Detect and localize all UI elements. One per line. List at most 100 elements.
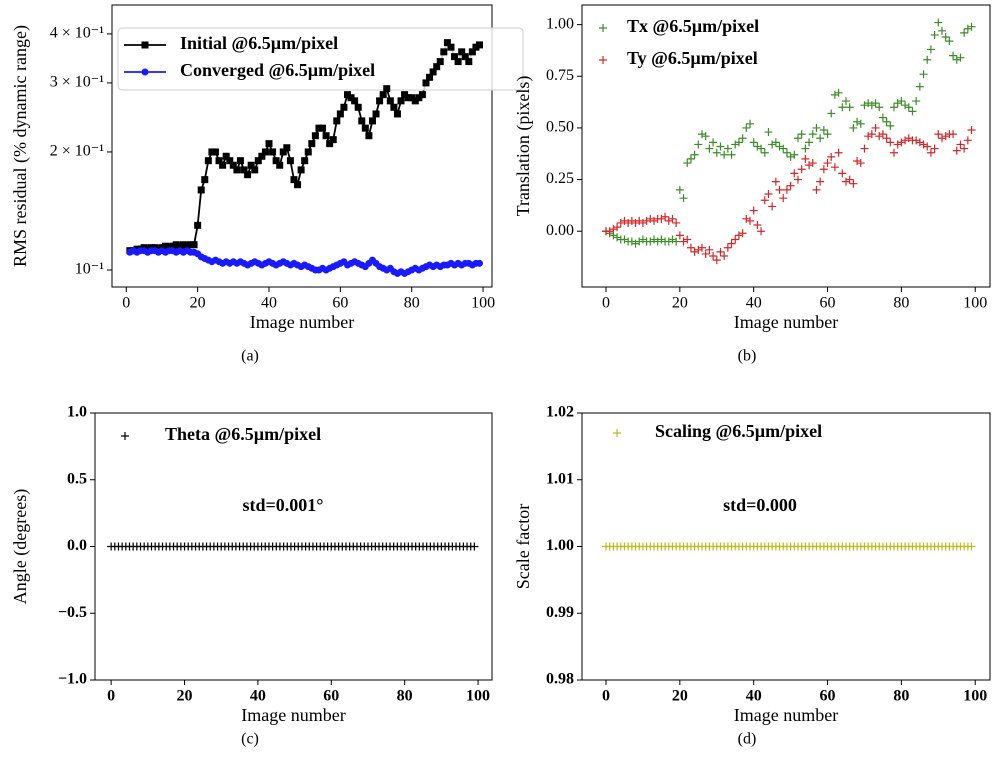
marker	[860, 144, 869, 153]
legend-frame	[117, 27, 524, 91]
y-axis-label: RMS residual (% dynamic range)	[10, 25, 31, 267]
y-tick-label: 0.50	[546, 119, 574, 136]
marker	[967, 125, 976, 134]
marker	[878, 130, 887, 139]
marker	[886, 138, 895, 147]
marker	[290, 176, 298, 184]
x-axis-label: Image number	[250, 312, 354, 332]
marker	[393, 110, 401, 118]
marker	[616, 218, 625, 227]
x-tick-label: 20	[672, 688, 688, 705]
marker	[326, 140, 334, 148]
marker	[269, 148, 277, 156]
x-tick-label: 40	[746, 295, 762, 312]
marker	[361, 124, 369, 132]
marker	[333, 117, 341, 125]
x-tick-label: 0	[122, 295, 130, 312]
marker	[343, 91, 351, 99]
marker	[967, 22, 976, 31]
y-axis-label: Angle (degrees)	[10, 489, 31, 604]
marker	[229, 161, 237, 169]
marker	[240, 166, 248, 174]
marker	[716, 142, 725, 151]
marker	[661, 212, 670, 221]
marker	[679, 237, 688, 246]
x-axis-label: Image number	[734, 312, 838, 332]
marker	[849, 123, 858, 132]
marker	[941, 132, 950, 141]
marker	[247, 161, 255, 169]
marker	[646, 214, 655, 223]
marker	[461, 53, 469, 61]
x-tick-label: 80	[404, 295, 420, 312]
y-axis-label: Scale factor	[513, 504, 533, 589]
marker	[244, 171, 252, 179]
marker	[336, 110, 344, 118]
marker	[172, 241, 180, 249]
marker	[254, 157, 262, 165]
marker	[294, 181, 302, 189]
marker	[886, 121, 895, 130]
marker	[727, 150, 736, 159]
marker	[315, 124, 323, 132]
marker	[368, 117, 376, 125]
marker	[893, 140, 902, 149]
axes-frame	[581, 412, 991, 681]
marker	[705, 245, 714, 254]
legend-label: Converged @6.5µm/pixel	[180, 60, 375, 80]
marker	[915, 138, 924, 147]
y-tick-label: 3 × 10⁻¹	[50, 74, 104, 91]
marker	[222, 152, 230, 160]
marker	[379, 91, 387, 99]
marker	[701, 132, 710, 141]
marker	[401, 91, 409, 99]
marker	[716, 247, 725, 256]
y-tick-label: 2 × 10⁻¹	[50, 143, 104, 160]
marker	[233, 166, 241, 174]
marker	[760, 148, 769, 157]
marker	[358, 117, 366, 125]
legend-label: Theta @6.5µm/pixel	[165, 424, 321, 444]
marker	[941, 33, 950, 42]
x-tick-label: 100	[471, 295, 495, 312]
marker	[746, 216, 754, 225]
marker	[897, 97, 906, 106]
marker	[411, 97, 419, 105]
marker	[960, 28, 969, 37]
marker	[631, 239, 640, 248]
marker	[319, 124, 327, 132]
marker	[631, 218, 640, 227]
marker	[760, 196, 769, 205]
legend-marker	[141, 41, 149, 49]
marker	[901, 101, 910, 110]
marker	[779, 144, 788, 153]
marker	[197, 186, 205, 194]
marker	[429, 68, 437, 76]
marker	[365, 132, 373, 140]
marker	[757, 227, 766, 236]
marker	[890, 103, 898, 112]
marker	[742, 123, 751, 132]
marker	[834, 88, 843, 97]
marker	[340, 103, 348, 111]
marker	[882, 134, 891, 143]
marker	[720, 150, 729, 159]
legend-label: Ty @6.5µm/pixel	[627, 48, 758, 68]
y-tick-label: 0.98	[546, 671, 574, 688]
marker	[860, 101, 869, 110]
marker	[638, 235, 647, 244]
marker	[613, 223, 622, 232]
marker	[627, 216, 636, 225]
marker	[329, 136, 337, 144]
marker	[812, 185, 821, 194]
marker	[624, 218, 633, 227]
marker	[613, 233, 622, 242]
x-tick-label: 0	[602, 295, 610, 312]
marker	[723, 144, 732, 153]
y-tick-label: 0.99	[546, 604, 574, 621]
annotation: std=0.001°	[243, 495, 324, 515]
marker	[657, 235, 666, 244]
marker	[805, 138, 814, 147]
marker	[476, 41, 484, 49]
